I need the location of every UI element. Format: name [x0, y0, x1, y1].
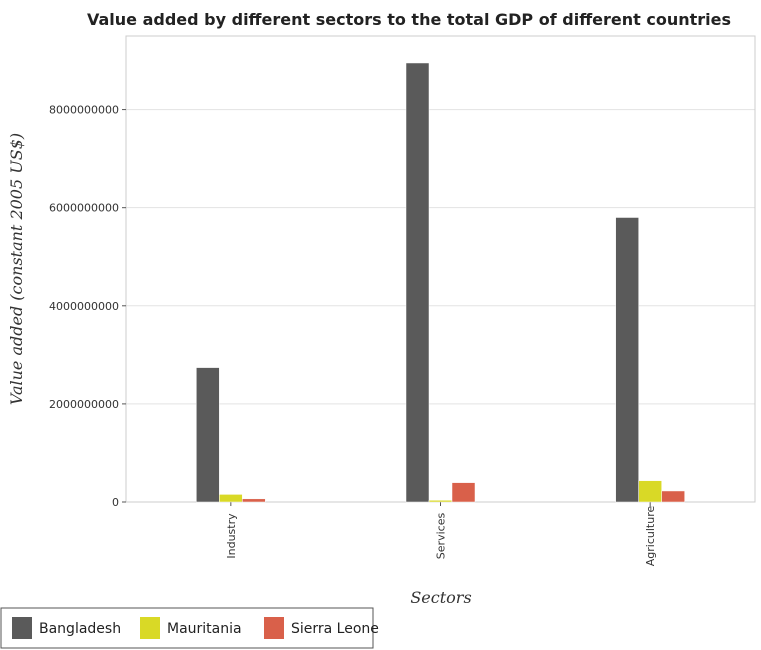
bar-mauritania-services [428, 500, 453, 503]
bar-sierra-leone-services [451, 482, 476, 503]
x-tick-label: Services [435, 513, 448, 560]
legend-label: Bangladesh [39, 621, 121, 637]
bar-sierra-leone-industry [242, 498, 266, 503]
bar-sierra-leone-agriculture [661, 490, 685, 503]
legend-swatch [264, 617, 284, 639]
y-axis-ticks: 0 2000000000 4000000000 6000000000 800000000… [49, 104, 126, 509]
bar-bangladesh-services [405, 62, 430, 503]
y-tick-label: 2000000000 [49, 398, 119, 411]
plot-area [125, 35, 756, 503]
legend-label: Sierra Leone [291, 621, 379, 637]
y-tick-label: 8000000000 [49, 104, 119, 117]
x-tick-label: Agriculture [644, 506, 657, 567]
bar-bangladesh-industry [196, 367, 220, 503]
chart-title: Value added by different sectors to the … [87, 10, 731, 29]
grid [126, 109, 755, 503]
x-tick-label: Industry [225, 513, 238, 559]
bar-bangladesh-agriculture [615, 217, 639, 503]
legend-label: Mauritania [167, 621, 242, 637]
y-tick-label: 0 [112, 496, 119, 509]
legend-box [0, 607, 374, 649]
legend: Bangladesh Mauritania Sierra Leone [0, 607, 379, 649]
legend-swatch [140, 617, 160, 639]
y-tick-label: 6000000000 [49, 202, 119, 215]
bar-mauritania-industry [219, 494, 243, 503]
y-tick-label: 4000000000 [49, 300, 119, 313]
bar-mauritania-agriculture [638, 480, 662, 503]
y-axis-label: Value added (constant 2005 US$) [7, 133, 26, 405]
x-axis-label: Sectors [410, 588, 471, 607]
legend-swatch [12, 617, 32, 639]
bars [196, 62, 685, 503]
x-axis-ticks: Industry Services Agriculture [225, 502, 657, 566]
